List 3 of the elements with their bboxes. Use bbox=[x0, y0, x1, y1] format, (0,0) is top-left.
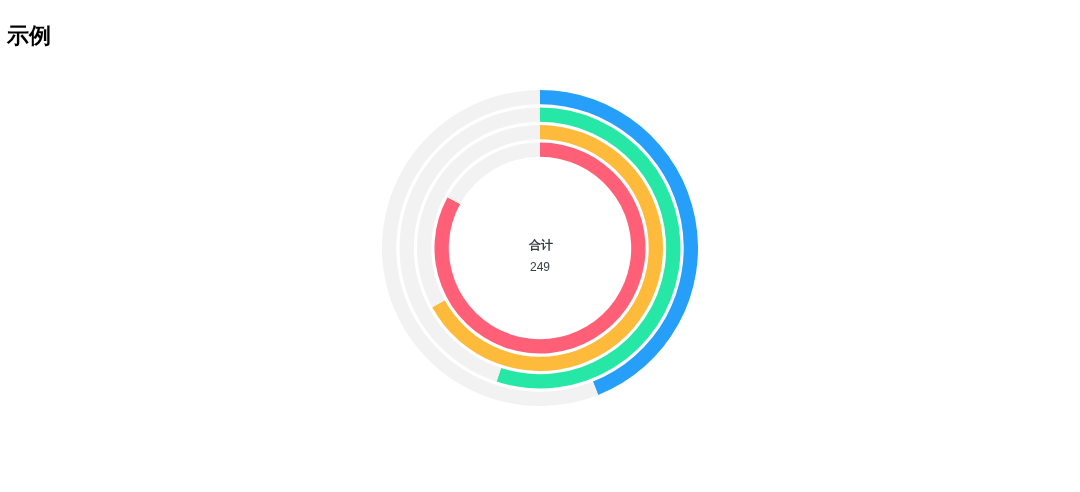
text: 示例 bbox=[6, 22, 51, 48]
text: 249 bbox=[530, 260, 551, 274]
text: 合计 bbox=[528, 238, 553, 252]
